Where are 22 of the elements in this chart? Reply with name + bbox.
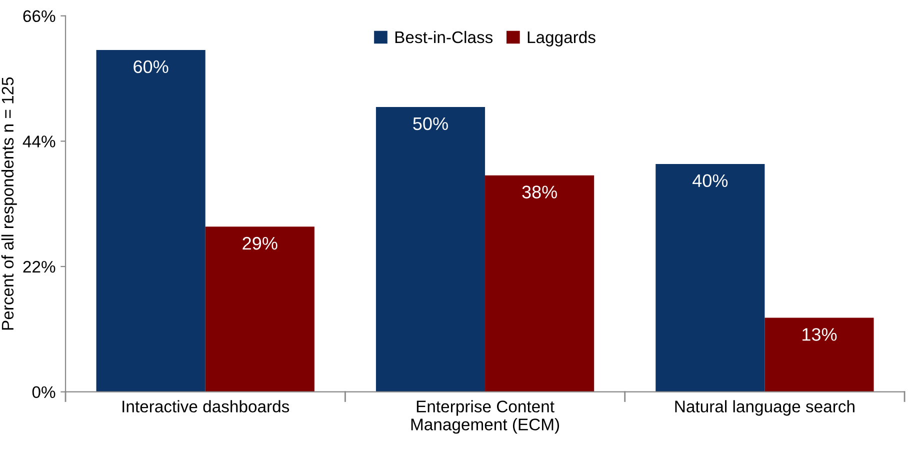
y-tick-label: 0% [32, 386, 56, 398]
bar [205, 226, 314, 392]
bar [764, 318, 874, 392]
data-label: 13% [802, 328, 837, 341]
x-tick-label: Natural language search [675, 400, 854, 416]
data-label: 40% [692, 174, 728, 188]
bar [656, 164, 765, 392]
y-tick-label: 44% [22, 136, 56, 148]
legend-label: Laggards [528, 30, 596, 46]
x-tick-label: Enterprise Content Management (ECM) [411, 400, 560, 434]
x-tick-label: Interactive dashboards [122, 400, 290, 412]
data-label: 29% [242, 236, 278, 250]
bar [485, 175, 594, 392]
bar [376, 107, 486, 392]
data-label: 50% [413, 117, 448, 130]
bar [96, 50, 206, 392]
y-tick-label: 66% [23, 10, 56, 22]
y-axis-title: Percent of all respondents n = 125 [1, 77, 17, 330]
data-label: 60% [134, 60, 168, 74]
data-label: 38% [522, 186, 557, 198]
legend-label: Best-in-Class [395, 30, 493, 44]
y-tick-label: 22% [23, 260, 56, 273]
